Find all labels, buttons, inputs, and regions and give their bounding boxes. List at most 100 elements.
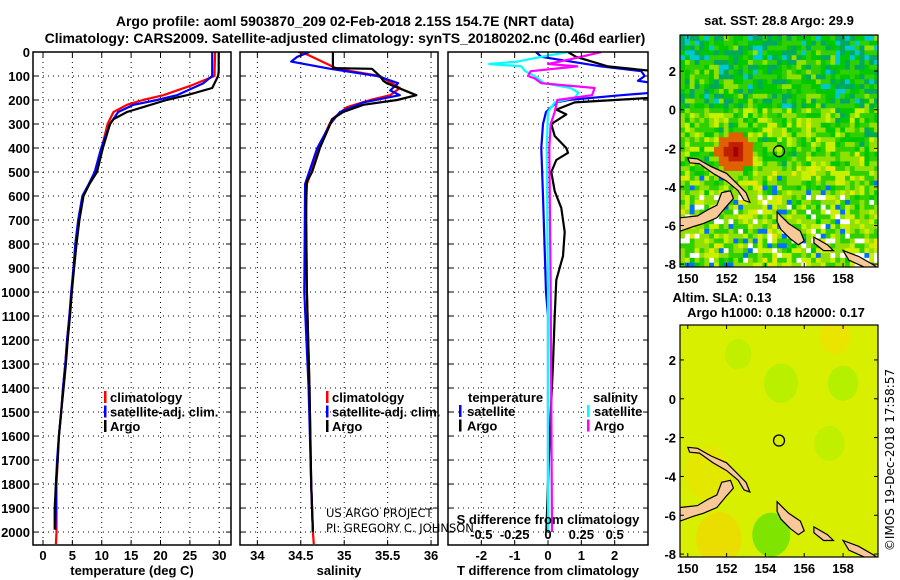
legend-label: Argo — [110, 419, 140, 434]
sst-cell — [786, 170, 793, 176]
sst-cell — [869, 180, 875, 186]
sst-cell — [752, 160, 759, 167]
sst-cell — [815, 112, 822, 118]
legend-label: Argo — [467, 419, 497, 434]
land-polygon — [686, 446, 751, 493]
sst-cell — [699, 98, 705, 104]
sst-cell — [845, 151, 851, 157]
sst-cell — [845, 54, 851, 61]
sst-cell — [781, 262, 788, 267]
sst-cell — [820, 73, 827, 80]
sst-cell — [777, 238, 783, 244]
sst-cell — [835, 78, 841, 85]
sst-cell — [733, 199, 739, 205]
sst-cell — [684, 64, 691, 70]
x-tick-label: -2 — [476, 548, 488, 563]
sst-cell — [728, 247, 734, 254]
sst-cell — [845, 136, 851, 143]
sst-cell — [733, 59, 739, 65]
sst-cell — [680, 122, 686, 128]
sst-cell — [781, 199, 788, 205]
sst-cell — [830, 184, 836, 191]
sst-cell — [752, 98, 759, 104]
sst-cell — [699, 54, 705, 61]
sst-cell — [704, 156, 710, 162]
sst-cell — [777, 252, 783, 258]
sst-cell — [806, 73, 812, 80]
sst-cell — [830, 141, 836, 147]
sst-cell — [709, 78, 715, 85]
sst-cell — [767, 170, 773, 176]
sst-cell — [747, 141, 754, 147]
sst-cell — [786, 175, 793, 181]
sst-cell — [830, 107, 836, 114]
sst-cell — [713, 73, 720, 80]
sst-cell — [709, 107, 715, 114]
sst-cell — [757, 204, 763, 210]
sst-cell — [713, 40, 720, 46]
sst-cell — [777, 242, 783, 249]
sst-cell — [752, 238, 759, 244]
sst-cell — [723, 40, 730, 46]
sst-cell — [777, 59, 783, 65]
sst-cell — [777, 54, 783, 61]
sst-cell — [699, 102, 705, 109]
sst-cell — [699, 146, 705, 152]
sst-cell — [845, 122, 851, 128]
sst-cell — [757, 59, 763, 65]
sst-cell — [709, 64, 715, 70]
sst-cell — [752, 165, 759, 171]
sst-cell — [728, 49, 734, 56]
sst-cell — [811, 180, 817, 186]
sst-cell — [684, 131, 691, 138]
sst-cell — [689, 252, 696, 258]
sst-cell — [713, 218, 720, 225]
sst-cell — [709, 98, 715, 104]
sst-cell — [840, 40, 846, 46]
sst-cell — [777, 83, 783, 89]
sst-cell — [738, 59, 744, 65]
sst-cell — [874, 69, 878, 75]
sst-cell — [849, 209, 856, 215]
sst-cell — [684, 194, 691, 200]
sst-cell — [801, 247, 807, 254]
sst-cell — [854, 49, 861, 56]
sst-cell — [738, 117, 744, 123]
sst-cell — [747, 78, 754, 85]
sst-cell — [713, 45, 720, 51]
sst-cell — [709, 49, 715, 56]
x2-tick-label: 0 — [544, 527, 551, 542]
sst-cell — [713, 252, 720, 258]
sst-cell — [684, 238, 691, 244]
sst-cell — [835, 218, 841, 225]
sst-cell — [869, 88, 875, 94]
sst-cell — [854, 35, 861, 41]
sst-cell — [747, 102, 754, 109]
sst-cell — [835, 180, 841, 186]
sst-cell — [680, 98, 686, 104]
sst-cell — [820, 180, 827, 186]
sst-cell — [864, 156, 870, 162]
sst-cell — [815, 252, 822, 258]
sst-cell — [777, 131, 783, 138]
sst-cell — [786, 93, 793, 99]
sst-cell — [864, 122, 870, 128]
sst-cell — [689, 165, 696, 171]
sst-cell — [704, 228, 710, 234]
sst-cell — [849, 102, 856, 109]
sst-cell — [869, 146, 875, 152]
series-line-argo — [53, 52, 220, 530]
sst-cell — [830, 218, 836, 225]
sst-cell — [820, 151, 827, 157]
sst-cell — [874, 40, 878, 46]
sst-cell — [709, 35, 715, 41]
sst-cell — [806, 40, 812, 46]
sst-cell — [820, 59, 827, 65]
sst-cell — [859, 64, 865, 70]
sst-cell — [791, 146, 797, 152]
sst-cell — [718, 78, 725, 85]
sst-cell — [733, 35, 739, 41]
sst-cell — [786, 151, 793, 157]
sst-cell — [767, 223, 773, 229]
sst-cell — [743, 107, 749, 114]
